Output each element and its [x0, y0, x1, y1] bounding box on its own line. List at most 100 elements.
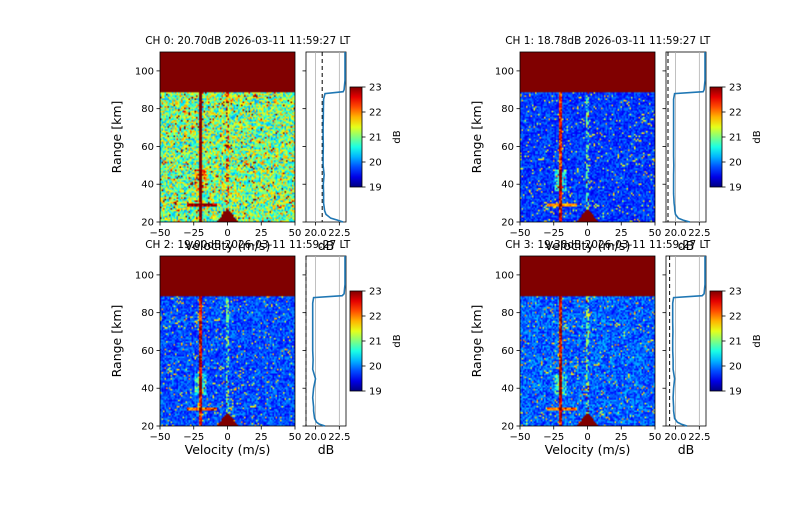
x-tick-label: 25 [615, 228, 628, 239]
colorbar-tick-label: 22 [369, 108, 382, 119]
colorbar-tick-label: 23 [729, 83, 742, 94]
colorbar-tick-label: 22 [729, 312, 742, 323]
colorbar-tick-label: 19 [729, 183, 742, 194]
y-tick-label: 60 [141, 346, 154, 357]
profile-x-axis-label: dB [318, 442, 335, 457]
x-tick-label: 0 [584, 228, 590, 239]
colorbar-tick-label: 19 [369, 387, 382, 398]
y-tick-label: 60 [501, 346, 514, 357]
profile-x-tick-label: 20.0 [304, 228, 326, 239]
colorbar-label: dB [752, 334, 763, 347]
y-tick-label: 100 [135, 270, 154, 281]
y-tick-label: 100 [495, 66, 514, 77]
x-tick-label: −25 [183, 228, 204, 239]
panel-title: CH 2: 19.00dB 2026-03-11 11:59:27 LT [145, 239, 351, 251]
y-tick-label: 80 [141, 104, 154, 115]
colorbar-label: dB [752, 130, 763, 143]
x-axis-label: Velocity (m/s) [545, 238, 631, 253]
y-tick-label: 80 [141, 308, 154, 319]
panel-title: CH 1: 18.78dB 2026-03-11 11:59:27 LT [505, 35, 711, 47]
y-tick-label: 20 [141, 422, 154, 433]
profile-x-axis-label: dB [678, 442, 695, 457]
colorbar-label: dB [392, 334, 403, 347]
profile-x-tick-label: 22.5 [328, 228, 350, 239]
y-axis-label: Range [km] [109, 101, 124, 174]
profile-x-tick-label: 20.0 [664, 228, 686, 239]
y-axis-label: Range [km] [109, 305, 124, 378]
colorbar-tick-label: 21 [729, 337, 742, 348]
panel-title: CH 0: 20.70dB 2026-03-11 11:59:27 LT [145, 35, 351, 47]
y-axis-label: Range [km] [469, 305, 484, 378]
x-tick-label: 25 [255, 228, 268, 239]
x-tick-label: −50 [509, 228, 530, 239]
y-tick-label: 20 [501, 422, 514, 433]
colorbar-tick-label: 19 [369, 183, 382, 194]
y-tick-label: 40 [141, 384, 154, 395]
profile-x-tick-label: 22.5 [688, 228, 710, 239]
x-tick-label: 0 [224, 432, 230, 443]
colorbar-tick-label: 21 [729, 133, 742, 144]
y-tick-label: 60 [501, 142, 514, 153]
colorbar-tick-label: 22 [369, 312, 382, 323]
profile-x-tick-label: 22.5 [688, 432, 710, 443]
panel-title: CH 3: 19.38dB 2026-03-11 11:59:27 LT [505, 239, 711, 251]
power-profile-line [672, 52, 706, 223]
x-tick-label: 25 [615, 432, 628, 443]
colorbar-tick-label: 23 [369, 83, 382, 94]
x-tick-label: 50 [649, 228, 662, 239]
colorbar-tick-label: 20 [369, 362, 382, 373]
channel-panel-0: CH 0: 20.70dB 2026-03-11 11:59:27 LT −50 −… [109, 35, 403, 253]
profile-frame [665, 51, 707, 223]
spectrum-heatmap [520, 256, 655, 426]
y-tick-label: 20 [501, 218, 514, 229]
colorbar-tick-label: 21 [369, 133, 382, 144]
colorbar-tick-label: 23 [729, 287, 742, 298]
y-tick-label: 100 [495, 270, 514, 281]
y-tick-label: 80 [501, 308, 514, 319]
colorbar-tick-label: 19 [729, 387, 742, 398]
y-tick-label: 60 [141, 142, 154, 153]
profile-x-tick-label: 22.5 [328, 432, 350, 443]
power-profile-line [322, 52, 346, 223]
profile-frame [305, 51, 347, 223]
spectrum-heatmap [160, 52, 295, 222]
colorbar-tick-label: 20 [729, 362, 742, 373]
x-tick-label: −50 [149, 228, 170, 239]
colorbar-tick-label: 23 [369, 287, 382, 298]
y-tick-label: 100 [135, 66, 154, 77]
colorbar-tick-label: 20 [369, 158, 382, 169]
colorbar-tick-label: 21 [369, 337, 382, 348]
spectrum-heatmap [160, 256, 295, 426]
x-tick-label: 0 [584, 432, 590, 443]
colorbar [709, 290, 723, 392]
profile-x-axis-label: dB [678, 238, 695, 253]
colorbar [709, 86, 723, 188]
colorbar [349, 86, 363, 188]
x-axis-label: Velocity (m/s) [545, 442, 631, 457]
x-tick-label: −25 [543, 228, 564, 239]
y-axis-label: Range [km] [469, 101, 484, 174]
y-tick-label: 40 [501, 180, 514, 191]
x-tick-label: −50 [509, 432, 530, 443]
y-tick-label: 80 [501, 104, 514, 115]
power-profile-line [311, 256, 346, 427]
power-profile-line [671, 256, 706, 427]
x-tick-label: 50 [289, 432, 302, 443]
channel-panel-2: CH 2: 19.00dB 2026-03-11 11:59:27 LT −50 −… [109, 239, 403, 457]
profile-x-axis-label: dB [318, 238, 335, 253]
x-tick-label: 0 [224, 228, 230, 239]
x-tick-label: 50 [289, 228, 302, 239]
x-tick-label: −50 [149, 432, 170, 443]
colorbar-label: dB [392, 130, 403, 143]
x-tick-label: 25 [255, 432, 268, 443]
spectrum-heatmap [520, 52, 655, 222]
x-tick-label: 50 [649, 432, 662, 443]
colorbar-tick-label: 20 [729, 158, 742, 169]
x-tick-label: −25 [183, 432, 204, 443]
profile-x-tick-label: 20.0 [664, 432, 686, 443]
x-axis-label: Velocity (m/s) [185, 442, 271, 457]
y-tick-label: 20 [141, 218, 154, 229]
channel-panel-3: CH 3: 19.38dB 2026-03-11 11:59:27 LT −50 −… [469, 239, 763, 457]
x-axis-label: Velocity (m/s) [185, 238, 271, 253]
